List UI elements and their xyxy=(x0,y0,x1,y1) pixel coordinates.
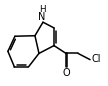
Text: N: N xyxy=(38,12,46,22)
Text: O: O xyxy=(62,68,70,79)
Text: Cl: Cl xyxy=(91,54,101,64)
Text: H: H xyxy=(39,5,45,14)
